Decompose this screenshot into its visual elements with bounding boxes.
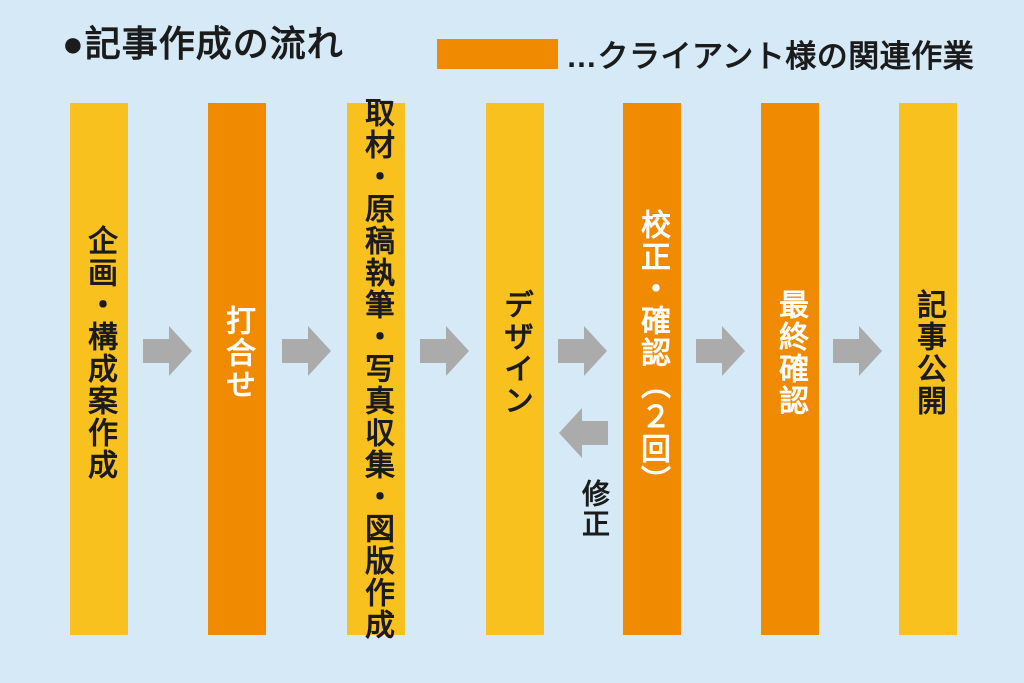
flow-step-meeting: 打合せ <box>208 103 266 635</box>
flow-step-proofreading: 校正・確認（２回） <box>623 103 681 635</box>
legend-label: …クライアント様の関連作業 <box>566 39 975 74</box>
flow-step-label: 最終確認 <box>774 289 807 417</box>
flow-step-writing: 取材・原稿執筆・写真収集・図版作成 <box>347 97 405 641</box>
flow-step-label: 校正・確認（２回） <box>636 209 669 497</box>
arrow-right-icon <box>420 325 470 377</box>
flow-step-label: 企画・構成案作成 <box>83 225 116 481</box>
flow-step-label: 取材・原稿執筆・写真収集・図版作成 <box>360 97 393 641</box>
flow-step-publish: 記事公開 <box>899 103 957 635</box>
arrow-left-icon <box>558 407 608 459</box>
arrow-right-icon <box>143 325 193 377</box>
flow-step-label: 打合せ <box>221 305 254 401</box>
arrow-right-icon <box>558 325 608 377</box>
flow-step-planning: 企画・構成案作成 <box>70 103 128 635</box>
revision-label: 修正 <box>579 479 610 539</box>
flow-step-design: デザイン <box>486 103 544 635</box>
arrow-right-icon <box>696 325 746 377</box>
legend-color-swatch <box>437 38 558 69</box>
arrow-right-icon <box>282 325 332 377</box>
flow-step-final-check: 最終確認 <box>761 103 819 635</box>
flow-step-label: デザイン <box>499 289 532 417</box>
arrow-right-icon <box>833 325 883 377</box>
legend: …クライアント様の関連作業 <box>437 31 974 76</box>
page-title: ●記事作成の流れ <box>62 23 344 64</box>
flow-step-label: 記事公開 <box>912 289 945 417</box>
